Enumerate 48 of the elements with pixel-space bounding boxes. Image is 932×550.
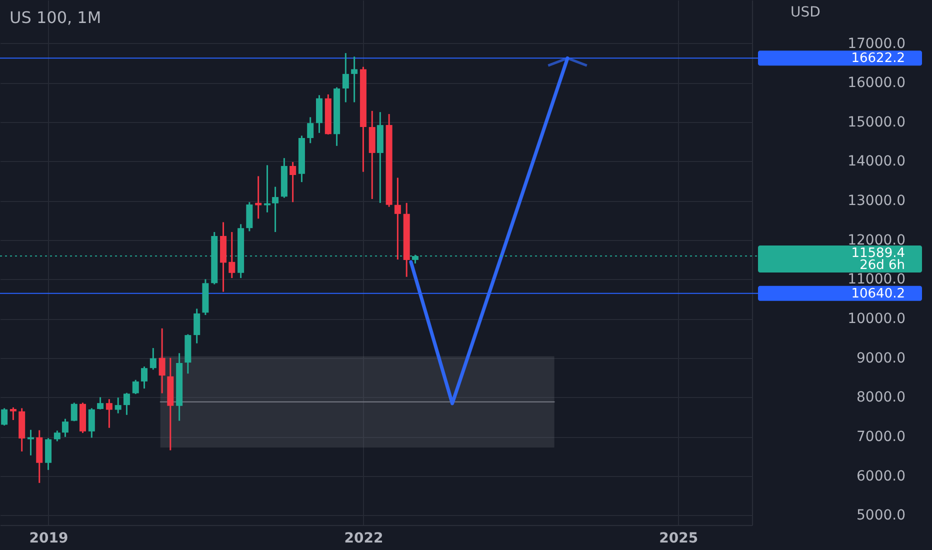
y-tick-label: 7000.0 <box>856 429 906 446</box>
y-tick-label: 14000.0 <box>848 154 906 170</box>
y-tick-label: 16000.0 <box>848 75 906 92</box>
y-tick-label: 17000.0 <box>848 36 906 52</box>
candlestick <box>264 164 270 214</box>
candlestick <box>62 418 68 438</box>
candlestick <box>342 52 349 103</box>
candlestick <box>1 407 8 426</box>
y-tick-label: 13000.0 <box>848 193 906 210</box>
candlestick <box>70 402 78 422</box>
y-tick-label: 9000.0 <box>856 350 906 366</box>
y-tick-label: 8000.0 <box>856 390 906 406</box>
ref-line-label: 11589.4 26d 6h <box>851 246 905 274</box>
candlestick <box>123 392 130 416</box>
x-tick-label: 2022 <box>344 530 384 546</box>
candlestick <box>255 175 262 220</box>
candlestick <box>150 347 156 370</box>
candlestick <box>97 396 104 410</box>
candlestick <box>114 396 122 414</box>
candlestick <box>228 231 236 279</box>
candlestick <box>351 56 358 103</box>
candlestick <box>246 201 253 232</box>
y-tick-label: 12000.0 <box>848 232 906 248</box>
candlestick <box>158 328 166 394</box>
candlestick <box>10 406 16 421</box>
candlestick <box>272 186 279 233</box>
candlestick <box>106 398 112 429</box>
y-axis-title: USD <box>790 4 820 20</box>
candlestick <box>45 437 52 471</box>
y-tick-label: 6000.0 <box>856 468 906 484</box>
y-tick-label: 11000.0 <box>848 272 906 288</box>
candlestick <box>394 177 401 260</box>
y-tick-label: 10000.0 <box>848 311 906 328</box>
x-tick-label: 2019 <box>29 530 68 546</box>
candlestick <box>307 116 314 144</box>
y-tick-label: 15000.0 <box>848 114 906 130</box>
y-tick-label: 5000.0 <box>856 508 906 524</box>
candlestick <box>88 407 95 438</box>
candlestick <box>132 379 139 395</box>
x-tick-label: 2025 <box>659 530 698 546</box>
candlestick <box>27 429 34 456</box>
ref-line-label: 16622.2 <box>851 51 905 66</box>
candlestick <box>141 366 148 390</box>
candlestick <box>194 308 200 344</box>
candlestick <box>54 430 60 442</box>
ref-line-label: 10640.2 <box>851 286 905 302</box>
text: US 100, 1M <box>10 8 102 27</box>
candlestick <box>290 161 296 203</box>
